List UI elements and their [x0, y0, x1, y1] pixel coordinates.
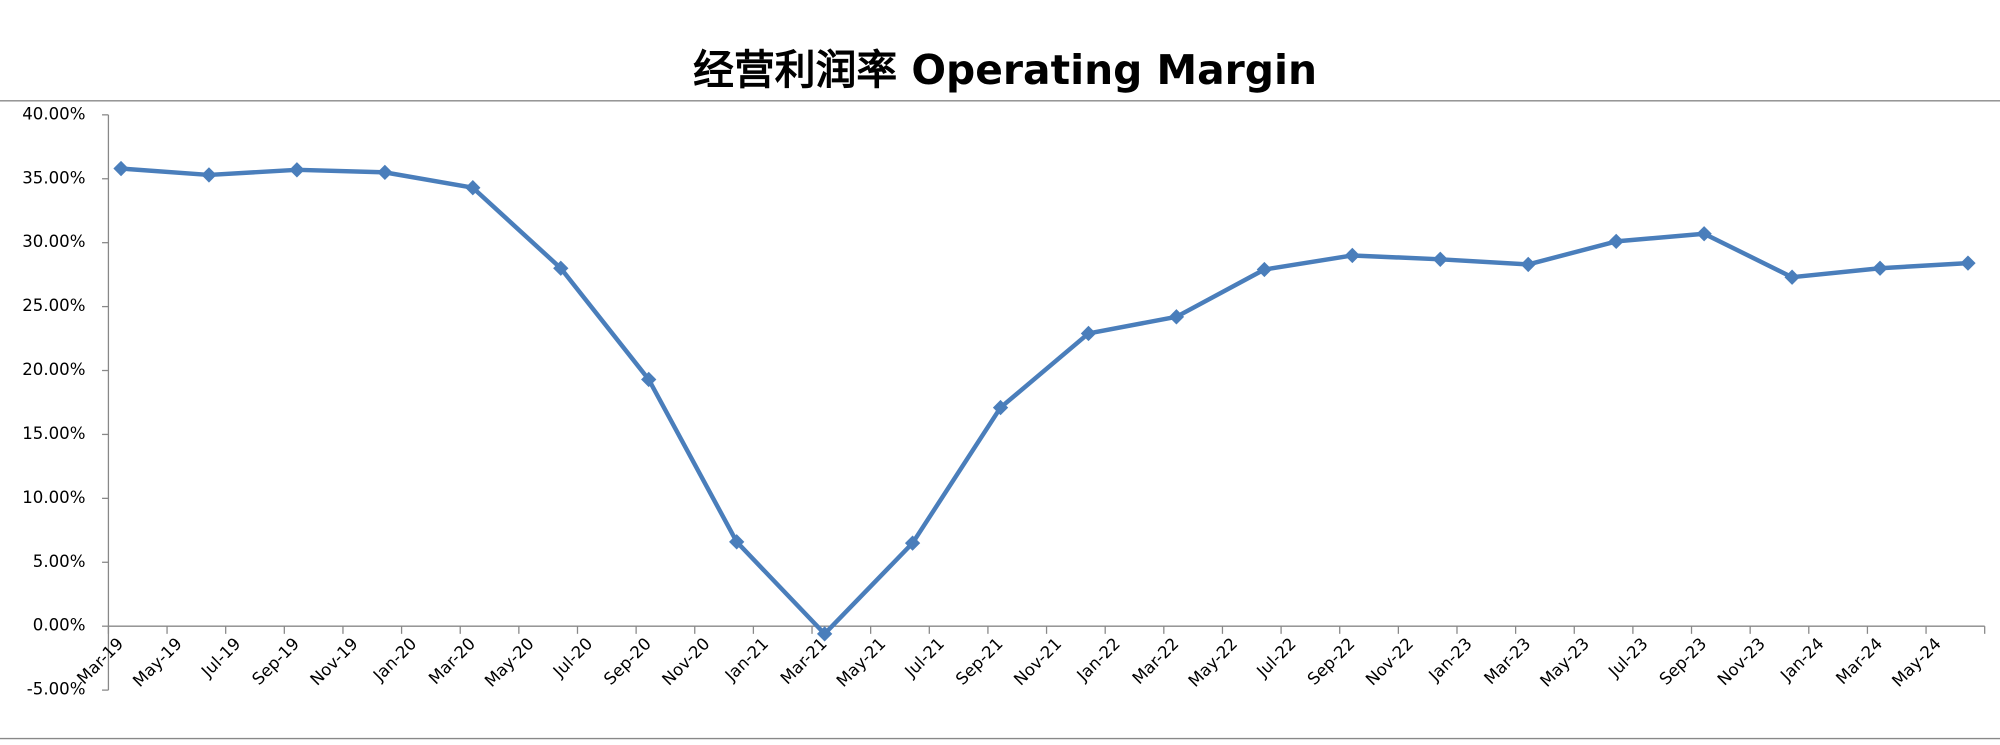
data-point [1608, 233, 1624, 250]
y-tick-label: 10.00% [22, 488, 85, 507]
y-tick-label: 25.00% [22, 296, 85, 315]
data-point [1696, 226, 1712, 242]
chart-title: 经营利润率 Operating Margin [693, 46, 1317, 94]
data-point [904, 535, 921, 551]
y-tick-label: 35.00% [22, 168, 85, 187]
data-point [289, 162, 305, 178]
y-tick-label: -5.00% [27, 680, 86, 699]
data-point [992, 399, 1009, 416]
data-point [1168, 309, 1185, 325]
y-tick-label: 0.00% [33, 616, 86, 635]
series-line [120, 166, 1969, 637]
data-point [1520, 256, 1536, 273]
y-tick-label: 15.00% [22, 424, 85, 443]
data-point [1784, 269, 1800, 285]
data-point [729, 534, 745, 550]
data-point [816, 626, 833, 642]
data-point [1344, 247, 1360, 264]
data-point [377, 164, 393, 181]
data-point [641, 371, 657, 388]
data-point [1080, 325, 1097, 342]
data-point [553, 260, 569, 276]
y-tick-label: 40.00% [22, 104, 85, 123]
data-point [1256, 261, 1273, 278]
y-tick-label: 30.00% [22, 232, 85, 251]
data-point [1432, 251, 1448, 267]
y-tick-label: 5.00% [33, 552, 86, 571]
data-point [1872, 260, 1888, 276]
y-tick-label: 20.00% [22, 360, 85, 379]
